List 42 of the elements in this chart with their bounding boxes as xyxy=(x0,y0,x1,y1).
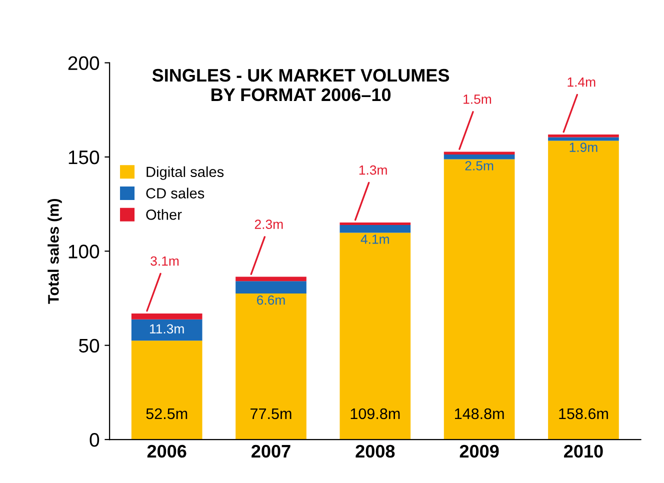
bar xyxy=(131,319,202,341)
bar xyxy=(131,314,202,320)
data-label: 109.8m xyxy=(350,408,400,420)
x-tick-label: 2010 xyxy=(564,444,603,458)
bar xyxy=(236,281,306,294)
y-tick-label: 0 xyxy=(90,433,100,447)
data-label: 52.5m xyxy=(146,408,188,420)
bar xyxy=(548,140,619,440)
x-tick-label: 2009 xyxy=(460,444,499,458)
bar xyxy=(236,276,306,282)
data-label: 3.1m xyxy=(150,256,179,266)
y-tick-label: 50 xyxy=(78,338,100,353)
data-label: 6.6m xyxy=(257,295,285,305)
bar xyxy=(236,294,306,440)
data-label: 1.3m xyxy=(359,165,387,175)
bar xyxy=(340,232,411,440)
y-axis-title: Total sales (m) xyxy=(48,198,62,304)
bar xyxy=(444,159,515,440)
legend-label: CD sales xyxy=(146,188,204,198)
y-tick-label: 100 xyxy=(68,244,100,258)
data-label: 11.3m xyxy=(150,324,184,334)
text: SINGLES - UK MARKET VOLUMES BY FORMAT 2006–10 xyxy=(152,68,450,102)
data-label: 1.4m xyxy=(568,78,596,87)
data-label: 148.8m xyxy=(455,408,504,420)
y-tick-label: 150 xyxy=(68,150,100,164)
y-tick-label: 200 xyxy=(68,56,100,70)
x-tick-label: 2006 xyxy=(147,444,186,458)
bar xyxy=(340,224,411,233)
bar xyxy=(548,137,619,141)
data-label: 158.6m xyxy=(559,408,608,420)
data-label: 77.5m xyxy=(250,408,292,420)
x-tick-label: 2007 xyxy=(252,444,290,458)
legend-label: Digital sales xyxy=(146,166,224,180)
data-label: 1.5m xyxy=(464,94,492,104)
legend-label: Other xyxy=(146,209,182,220)
data-label: 4.1m xyxy=(360,234,389,244)
x-tick-label: 2008 xyxy=(356,444,395,458)
data-label: 1.9m xyxy=(570,142,598,152)
bar xyxy=(131,340,202,440)
data-label: 2.3m xyxy=(254,220,283,229)
data-label: 2.5m xyxy=(465,161,494,170)
bar xyxy=(444,154,515,160)
